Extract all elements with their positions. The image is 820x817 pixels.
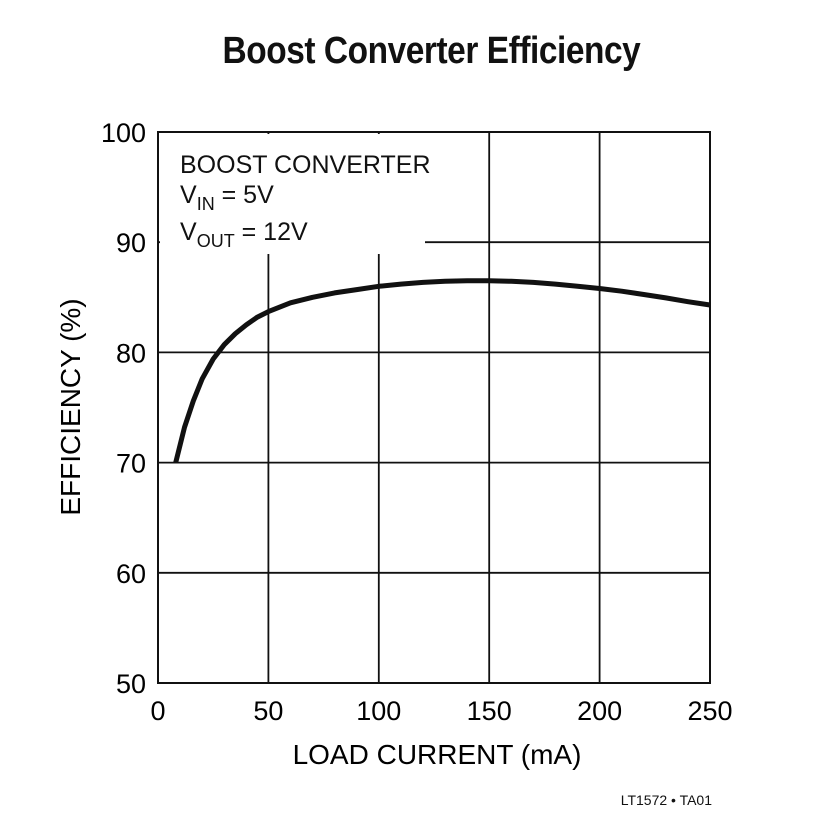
x-tick-label: 0 [150, 696, 165, 726]
annotation-box: BOOST CONVERTER VIN = 5V VOUT = 12V [180, 151, 431, 251]
chart-title: Boost Converter Efficiency [222, 30, 641, 72]
x-tick-label: 250 [687, 696, 732, 726]
x-tick-label: 50 [253, 696, 283, 726]
y-tick-label: 100 [101, 118, 146, 148]
y-axis-label: EFFICIENCY (%) [55, 298, 86, 515]
plot-frame [157, 131, 711, 684]
y-tick-label: 60 [116, 559, 146, 589]
efficiency-curve [173, 278, 711, 464]
x-axis-label: LOAD CURRENT (mA) [293, 739, 582, 770]
y-tick-label: 50 [116, 669, 146, 699]
figure-reference: LT1572 • TA01 [620, 792, 712, 808]
annotation-line-3: VOUT = 12V [180, 218, 308, 251]
x-tick-labels: 0 50 100 150 200 250 [150, 696, 732, 726]
annotation-line-2: VIN = 5V [180, 181, 274, 214]
y-tick-labels: 50 60 70 80 90 100 [101, 118, 146, 699]
annotation-mask [160, 134, 425, 254]
y-tick-label: 80 [116, 338, 146, 368]
x-tick-label: 200 [577, 696, 622, 726]
y-tick-label: 70 [116, 449, 146, 479]
x-tick-label: 100 [356, 696, 401, 726]
annotation-line-1: BOOST CONVERTER [180, 151, 431, 179]
y-tick-label: 90 [116, 228, 146, 258]
x-tick-label: 150 [467, 696, 512, 726]
